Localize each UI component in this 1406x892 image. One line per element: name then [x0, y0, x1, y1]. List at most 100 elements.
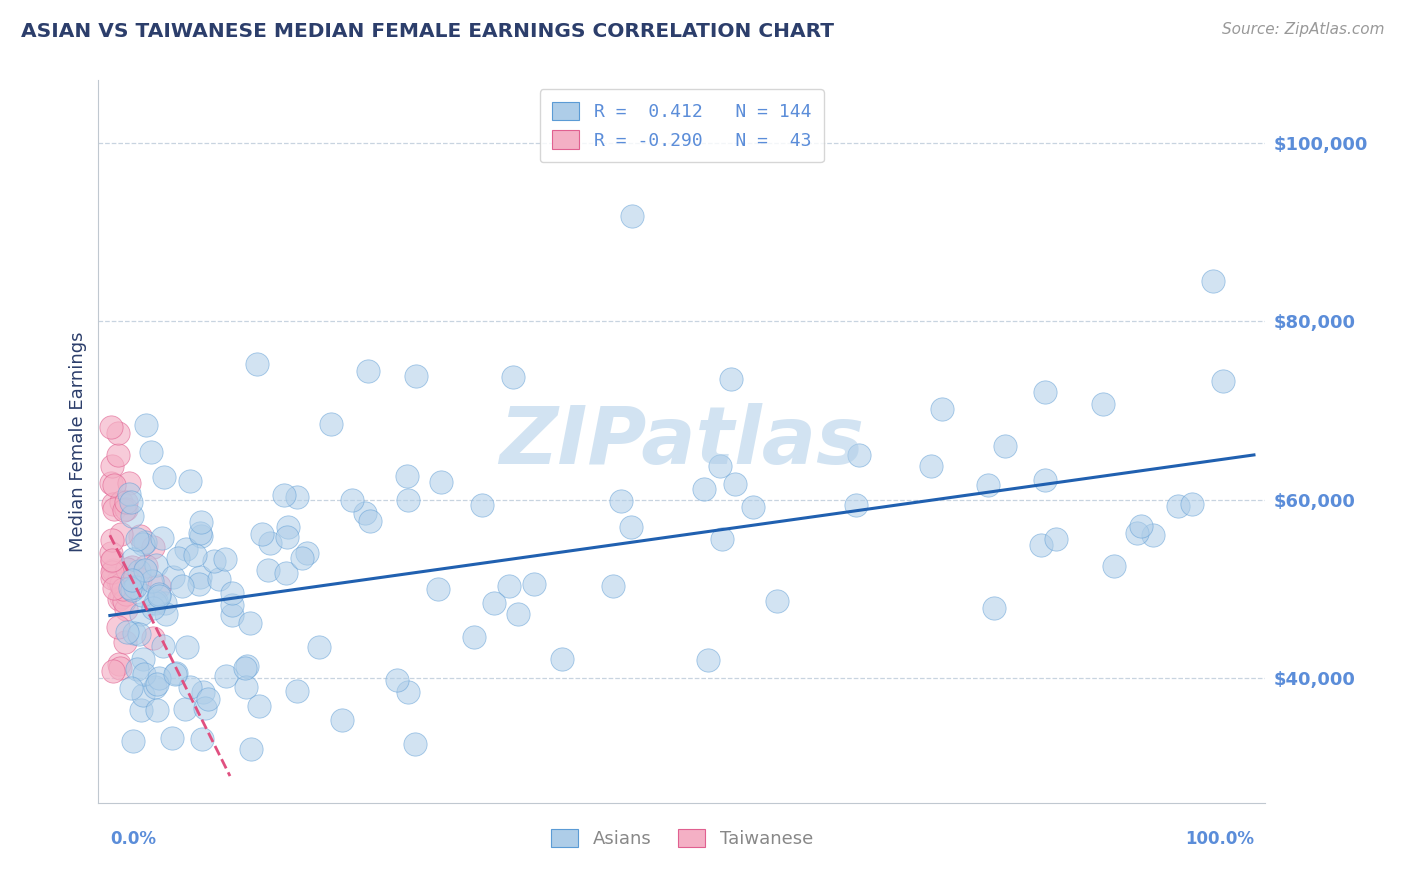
- Point: [214, 669, 236, 683]
- Point: [125, 532, 148, 546]
- Point: [120, 681, 142, 695]
- Point: [101, 563, 124, 577]
- Point: [118, 581, 141, 595]
- Point: [174, 542, 197, 557]
- Text: 0.0%: 0.0%: [110, 830, 156, 847]
- Point: [142, 601, 165, 615]
- Point: [101, 533, 124, 548]
- Point: [191, 731, 214, 746]
- Point: [1130, 519, 1153, 533]
- Point: [273, 488, 295, 502]
- Point: [128, 627, 150, 641]
- Point: [931, 402, 953, 417]
- Point: [385, 673, 408, 687]
- Point: [983, 601, 1005, 615]
- Text: 100.0%: 100.0%: [1185, 830, 1254, 847]
- Point: [709, 458, 731, 473]
- Point: [131, 588, 153, 602]
- Point: [252, 526, 274, 541]
- Point: [330, 713, 353, 727]
- Point: [257, 563, 280, 577]
- Point: [100, 475, 122, 490]
- Point: [291, 551, 314, 566]
- Point: [221, 586, 243, 600]
- Point: [142, 632, 165, 646]
- Point: [135, 417, 157, 432]
- Point: [1126, 526, 1149, 541]
- Point: [152, 469, 174, 483]
- Y-axis label: Median Female Earnings: Median Female Earnings: [69, 331, 87, 552]
- Point: [127, 662, 149, 676]
- Point: [190, 529, 212, 543]
- Point: [183, 548, 205, 562]
- Point: [148, 671, 170, 685]
- Point: [108, 661, 131, 675]
- Point: [114, 635, 136, 649]
- Point: [724, 477, 747, 491]
- Point: [101, 553, 124, 567]
- Point: [508, 607, 530, 621]
- Point: [1102, 558, 1125, 573]
- Point: [620, 519, 643, 533]
- Point: [259, 536, 281, 550]
- Point: [359, 515, 381, 529]
- Point: [194, 700, 217, 714]
- Point: [285, 491, 308, 505]
- Point: [551, 652, 574, 666]
- Point: [1029, 539, 1052, 553]
- Point: [110, 527, 132, 541]
- Point: [146, 703, 169, 717]
- Point: [153, 596, 176, 610]
- Point: [114, 587, 136, 601]
- Point: [188, 526, 211, 541]
- Point: [121, 573, 143, 587]
- Point: [134, 563, 156, 577]
- Point: [398, 493, 420, 508]
- Point: [100, 459, 122, 474]
- Point: [107, 620, 129, 634]
- Point: [711, 533, 734, 547]
- Point: [208, 572, 231, 586]
- Point: [132, 688, 155, 702]
- Point: [167, 551, 190, 566]
- Point: [115, 562, 138, 576]
- Point: [100, 554, 122, 568]
- Point: [115, 602, 138, 616]
- Point: [176, 640, 198, 655]
- Point: [395, 468, 418, 483]
- Point: [235, 680, 257, 694]
- Point: [297, 546, 319, 560]
- Point: [276, 530, 298, 544]
- Point: [150, 531, 173, 545]
- Point: [742, 500, 765, 514]
- Point: [463, 630, 485, 644]
- Point: [214, 552, 236, 566]
- Point: [1033, 474, 1056, 488]
- Point: [143, 596, 166, 610]
- Point: [134, 534, 156, 549]
- Point: [110, 495, 132, 509]
- Point: [187, 576, 209, 591]
- Point: [118, 487, 141, 501]
- Point: [340, 492, 363, 507]
- Point: [132, 537, 155, 551]
- Point: [246, 357, 269, 371]
- Point: [146, 677, 169, 691]
- Point: [110, 577, 132, 591]
- Point: [115, 502, 138, 516]
- Point: [173, 702, 195, 716]
- Point: [107, 425, 129, 440]
- Point: [994, 439, 1017, 453]
- Point: [128, 572, 150, 586]
- Point: [162, 570, 184, 584]
- Point: [107, 574, 129, 588]
- Point: [121, 559, 143, 574]
- Point: [498, 579, 520, 593]
- Point: [141, 574, 163, 588]
- Text: ZIPatlas: ZIPatlas: [499, 402, 865, 481]
- Point: [121, 508, 143, 523]
- Point: [920, 458, 942, 473]
- Point: [143, 680, 166, 694]
- Point: [112, 594, 135, 608]
- Point: [1045, 532, 1067, 546]
